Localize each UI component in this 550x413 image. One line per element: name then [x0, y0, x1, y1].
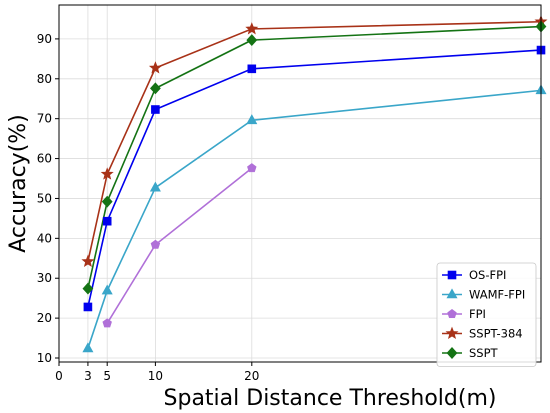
- x-tick-label: 20: [244, 369, 259, 383]
- y-axis-label: Accuracy(%): [6, 114, 31, 253]
- legend-marker-wamf-fpi: [446, 288, 458, 299]
- data-point-fpi: [150, 239, 161, 249]
- y-tick-label: 30: [37, 271, 52, 285]
- data-point-wamf-fpi: [82, 342, 94, 353]
- legend-label-wamf-fpi: WAMF-FPI: [469, 288, 525, 302]
- legend-label-os-fpi: OS-FPI: [469, 268, 506, 282]
- legend-label-sspt: SSPT: [469, 346, 499, 360]
- data-point-sspt-384: [100, 167, 114, 180]
- x-tick-label: 5: [103, 369, 111, 383]
- data-point-sspt: [101, 195, 113, 208]
- data-point-fpi: [102, 318, 112, 328]
- data-point-wamf-fpi: [246, 114, 258, 125]
- legend-marker-fpi: [447, 309, 457, 319]
- data-point-sspt-384: [245, 22, 259, 35]
- axis-ticks: 0 3 5 10 20 10 20 30 40 50 60 70 80 90: [37, 32, 260, 383]
- data-point-sspt: [82, 282, 94, 295]
- data-point-os-fpi: [151, 105, 160, 114]
- data-point-fpi: [247, 163, 257, 173]
- legend-label-fpi: FPI: [469, 307, 486, 321]
- data-point-wamf-fpi: [149, 181, 161, 192]
- y-tick-label: 60: [37, 152, 52, 166]
- plot-frame: [58, 4, 542, 363]
- data-point-sspt: [246, 34, 258, 47]
- y-tick-label: 90: [37, 32, 52, 46]
- legend-label-sspt-384: SSPT-384: [469, 327, 523, 341]
- data-point-sspt-384: [148, 61, 162, 74]
- data-point-sspt: [149, 82, 161, 95]
- y-tick-label: 50: [37, 191, 52, 205]
- y-tick-label: 20: [37, 311, 52, 325]
- series-line-sspt-384: [87, 20, 542, 262]
- data-point-os-fpi: [247, 64, 257, 74]
- x-tick-label: 10: [148, 369, 163, 383]
- data-point-os-fpi: [83, 302, 93, 312]
- y-tick-label: 70: [37, 112, 52, 126]
- data-point-sspt-384: [81, 254, 95, 268]
- legend: OS-FPI WAMF-FPI FPI SSPT-384 SSPT: [436, 262, 537, 367]
- legend-marker-os-fpi: [447, 270, 457, 280]
- y-tick-label: 10: [37, 351, 52, 365]
- series-markers: [81, 14, 548, 353]
- data-point-wamf-fpi: [101, 284, 113, 295]
- legend-marker-sspt-384: [445, 326, 459, 340]
- y-tick-label: 40: [37, 231, 52, 245]
- data-point-os-fpi: [102, 216, 112, 226]
- x-tick-label: 3: [84, 369, 92, 383]
- legend-box: [436, 262, 537, 367]
- y-tick-label: 80: [37, 72, 52, 86]
- x-axis-label: Spatial Distance Threshold(m): [164, 386, 497, 411]
- x-tick-label: 0: [55, 369, 63, 383]
- legend-marker-sspt: [446, 347, 458, 359]
